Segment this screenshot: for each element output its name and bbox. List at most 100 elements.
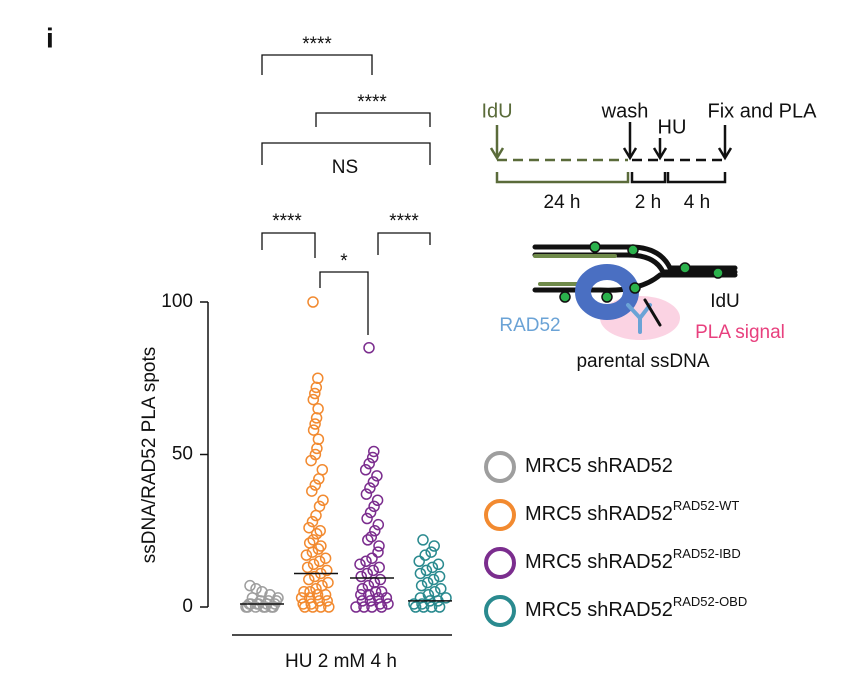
- data-point: [366, 451, 379, 464]
- data-point: [307, 534, 319, 546]
- data-point: [426, 561, 439, 574]
- pla-label: PLA signal: [695, 322, 785, 343]
- data-point: [417, 601, 430, 613]
- data-point: [371, 494, 384, 506]
- data-point: [358, 601, 370, 613]
- data-point: [299, 601, 311, 613]
- legend-superscript: RAD52-WT: [673, 498, 740, 513]
- data-point: [409, 601, 422, 613]
- data-point: [317, 494, 329, 506]
- data-point: [321, 564, 333, 577]
- data-point: [421, 576, 434, 589]
- data-point: [309, 479, 322, 491]
- data-point: [415, 579, 428, 592]
- data-point: [372, 518, 385, 531]
- data-point: [359, 464, 372, 476]
- data-point: [433, 570, 446, 583]
- data-point: [362, 579, 375, 592]
- data-point: [368, 500, 380, 513]
- data-point: [313, 555, 326, 567]
- data-point: [417, 534, 429, 546]
- significance-bracket: [261, 232, 316, 258]
- data-point: [256, 586, 268, 598]
- legend-name: MRC5 shRAD52: [525, 551, 673, 573]
- data-point: [356, 595, 369, 607]
- data-point: [307, 393, 320, 406]
- data-point: [301, 561, 314, 574]
- legend-label: MRC5 shRAD52RAD52-IBD: [525, 546, 741, 573]
- data-point: [365, 531, 378, 543]
- data-point: [435, 582, 447, 595]
- panel-label: i: [46, 22, 54, 53]
- legend-marker: [484, 451, 516, 483]
- ssdna-label: parental ssDNA: [576, 351, 709, 372]
- data-point: [319, 589, 332, 601]
- data-point: [362, 534, 374, 546]
- legend-name: MRC5 shRAD52: [525, 503, 673, 525]
- legend-marker: [484, 499, 516, 531]
- data-point: [356, 582, 369, 595]
- data-point: [312, 543, 325, 555]
- data-point: [315, 540, 327, 552]
- data-point: [368, 445, 380, 458]
- significance-label: ****: [272, 211, 302, 232]
- significance-bracket: [315, 112, 431, 127]
- data-point: [380, 592, 393, 604]
- data-point: [313, 473, 325, 485]
- data-point: [307, 296, 319, 308]
- data-point: [428, 540, 440, 552]
- data-point: [312, 433, 325, 445]
- data-point: [307, 558, 320, 571]
- legend-label: MRC5 shRAD52RAD52-WT: [525, 498, 739, 525]
- rad52-label: RAD52: [499, 315, 560, 336]
- data-point: [307, 424, 320, 436]
- data-point: [309, 387, 321, 400]
- data-point: [361, 512, 373, 525]
- step-label: IdU: [481, 100, 512, 122]
- data-point: [373, 561, 385, 574]
- data-point: [298, 586, 310, 598]
- step-label: HU: [658, 116, 687, 138]
- data-point: [354, 558, 366, 571]
- data-point: [371, 470, 383, 482]
- data-point: [306, 546, 319, 558]
- data-point: [310, 412, 323, 424]
- data-point: [310, 582, 322, 595]
- x-axis-label: HU 2 mM 4 h: [285, 651, 397, 672]
- data-point: [323, 601, 335, 613]
- legend-name: MRC5 shRAD52: [525, 599, 673, 621]
- data-point: [427, 573, 440, 586]
- data-point: [425, 546, 437, 558]
- data-point: [321, 595, 333, 607]
- idu-label: IdU: [710, 291, 740, 312]
- y-axis-label: ssDNA/RAD52 PLA spots: [139, 347, 160, 563]
- data-point: [310, 509, 322, 522]
- legend-label: MRC5 shRAD52RAD52-OBD: [525, 594, 747, 621]
- data-point: [433, 601, 446, 613]
- data-point: [311, 442, 323, 455]
- data-point: [300, 549, 313, 561]
- data-point: [413, 555, 425, 567]
- data-point: [309, 570, 321, 583]
- data-point: [364, 506, 377, 519]
- y-tick-label: 100: [161, 291, 193, 312]
- significance-bracket: [261, 54, 373, 75]
- data-point: [250, 582, 262, 595]
- data-point: [309, 418, 321, 430]
- significance-label: *: [340, 251, 348, 272]
- data-point: [310, 381, 323, 394]
- significance-label: ****: [302, 34, 332, 55]
- data-point: [419, 549, 431, 561]
- data-point: [360, 488, 373, 500]
- data-point: [368, 576, 381, 589]
- duration-label: 4 h: [684, 192, 710, 213]
- legend-superscript: RAD52-OBD: [673, 594, 747, 609]
- duration-label: 2 h: [635, 192, 661, 213]
- legend-superscript: RAD52-IBD: [673, 546, 741, 561]
- data-point: [366, 552, 378, 564]
- significance-bracket: [377, 232, 431, 255]
- data-point: [369, 525, 381, 537]
- significance-bracket: [319, 271, 369, 335]
- step-label: Fix and PLA: [708, 100, 818, 122]
